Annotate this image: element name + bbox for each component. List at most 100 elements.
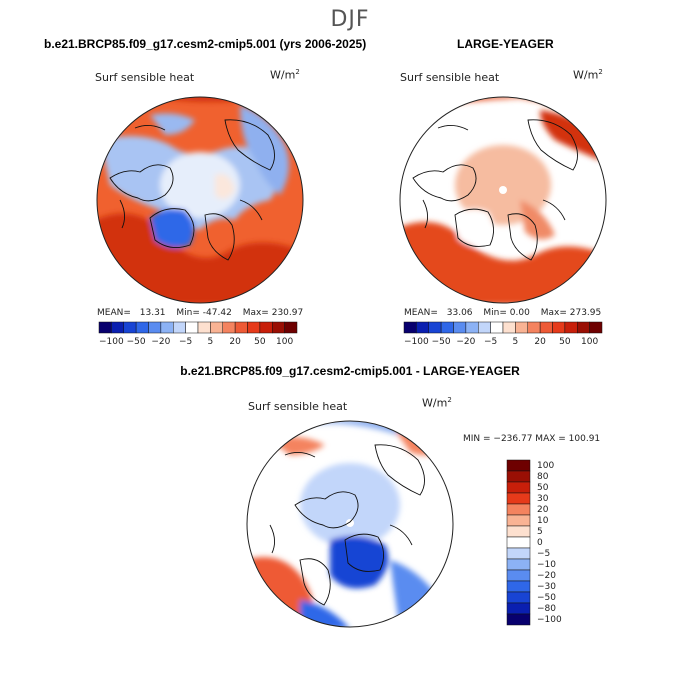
season-title: DJF (330, 7, 370, 32)
map-panel1 (97, 97, 303, 303)
colorbar2-tick-label: 20 (534, 337, 546, 347)
colorbar2-swatch (478, 321, 491, 334)
colorbar2-swatch (416, 321, 429, 334)
colorbar1-swatch (148, 321, 162, 334)
diff-colorbar-swatch (506, 536, 531, 549)
colorbar1-swatch (234, 321, 248, 334)
diff-variable-label: Surf sensible heat (248, 400, 348, 413)
colorbar1-swatch (185, 321, 199, 334)
colorbar2-swatch (515, 321, 528, 334)
colorbar2-swatch (577, 321, 590, 334)
map1-coastlines (109, 119, 275, 261)
diff-colorbar-swatch (506, 602, 531, 615)
colorbar1-tick-label: −100 (99, 337, 124, 347)
map1-boundary (96, 96, 304, 304)
diff-colorbar-swatch (506, 547, 531, 560)
diff-colorbar-label: 30 (537, 494, 549, 504)
map3-pole-marker (346, 519, 354, 527)
diff-colorbar-label: 50 (537, 483, 549, 493)
panel1-stats: MEAN= 13.31 Min= -47.42 Max= 230.97 (97, 308, 304, 318)
diff-colorbar-swatch (506, 459, 531, 472)
colorbar1-tick-label: 100 (276, 337, 293, 347)
diff-colorbar-label: −80 (537, 604, 556, 614)
colorbar-panel1: −100 −50 −20 −5 5 20 50 100 (98, 321, 298, 347)
map3-boundary (246, 420, 454, 628)
colorbar1-swatch (173, 321, 186, 334)
diff-colorbar-label: 100 (537, 461, 554, 471)
colorbar1-swatch (98, 321, 112, 334)
colorbar2-swatch (552, 321, 566, 334)
diff-colorbar-swatch (506, 514, 531, 527)
colorbar1-swatch (222, 321, 236, 334)
panel1-units: W/m2 (270, 68, 300, 82)
colorbar1-tick-label: 5 (208, 337, 214, 347)
map1-cool-asia (240, 105, 289, 195)
colorbar2-swatch (440, 321, 454, 334)
diff-colorbar-swatch (506, 481, 531, 494)
diff-colorbar-label: 5 (537, 527, 543, 537)
colorbar2-swatch (539, 321, 553, 334)
colorbar2-tick-label: −50 (432, 337, 451, 347)
diff-colorbar-label: −10 (537, 560, 556, 570)
colorbar2-swatch (527, 321, 541, 334)
colorbar1-swatch (135, 321, 149, 334)
panel2-variable-label: Surf sensible heat (400, 71, 500, 84)
diff-units: W/m2 (422, 396, 452, 410)
map1-greenland-neg (150, 208, 194, 248)
diff-panel-title: b.e21.BRCP85.f09_g17.cesm2-cmip5.001 - L… (180, 364, 520, 378)
colorbar2-tick-label: 100 (581, 337, 598, 347)
colorbar2-swatch (502, 321, 516, 334)
map1-barents-light (215, 174, 235, 199)
diff-colorbar-swatch (506, 580, 531, 593)
colorbar2-swatch (453, 321, 467, 334)
map2-bering-warm (540, 110, 600, 160)
map3-arctic-cool (300, 463, 400, 547)
colorbar1-swatch (111, 321, 124, 334)
panel2-title: LARGE-YEAGER (457, 37, 554, 51)
diff-colorbar-label: 10 (537, 516, 549, 526)
diff-colorbar-swatch (506, 470, 531, 483)
colorbar1-tick-label: 50 (254, 337, 266, 347)
colorbar1-swatch (123, 321, 137, 334)
colorbar1-swatch (284, 321, 298, 334)
colorbar2-swatch (564, 321, 578, 334)
diff-colorbar-swatch (506, 503, 531, 516)
colorbar2-swatch (465, 321, 479, 334)
diff-colorbar-label: −5 (537, 549, 550, 559)
map1-arctic-ice (160, 152, 240, 218)
map2-barents (520, 200, 555, 240)
diff-colorbar-label: 20 (537, 505, 549, 515)
diff-colorbar-label: −20 (537, 571, 556, 581)
diff-colorbar-label: 80 (537, 472, 549, 482)
diff-colorbar-swatch (506, 591, 531, 604)
map2-coastlines (412, 119, 578, 261)
diff-colorbar-label: −50 (537, 593, 556, 603)
diff-colorbar-swatch (506, 492, 531, 505)
colorbar-panel2: −100 −50 −20 −5 5 20 50 100 (403, 321, 603, 347)
diff-colorbar-swatch (506, 558, 531, 571)
colorbar2-swatch (490, 321, 504, 334)
colorbar1-swatch (247, 321, 261, 334)
map-panel2 (400, 97, 606, 303)
map1-atlantic-warm (97, 213, 303, 303)
colorbar1-tick-label: 20 (229, 337, 241, 347)
colorbar2-tick-label: −100 (404, 337, 429, 347)
colorbar1-swatch (272, 321, 285, 334)
panel1-title: b.e21.BRCP85.f09_g17.cesm2-cmip5.001 (yr… (44, 37, 367, 51)
colorbar2-tick-label: 50 (559, 337, 571, 347)
colorbar1-tick-label: −50 (127, 337, 146, 347)
map2-boundary (399, 96, 607, 304)
colorbar1-tick-label: −20 (151, 337, 170, 347)
diff-colorbar-swatch (506, 613, 531, 626)
map1-cool-alaska (150, 113, 195, 135)
diff-colorbar-swatch (506, 525, 531, 538)
diff-colorbar-label: −30 (537, 582, 556, 592)
colorbar1-swatch (197, 321, 211, 334)
panel2-units: W/m2 (573, 68, 603, 82)
colorbar1-tick-label: −5 (179, 337, 192, 347)
panel2-stats: MEAN= 33.06 Min= 0.00 Max= 273.95 (404, 308, 602, 318)
colorbar2-swatch (589, 321, 603, 334)
